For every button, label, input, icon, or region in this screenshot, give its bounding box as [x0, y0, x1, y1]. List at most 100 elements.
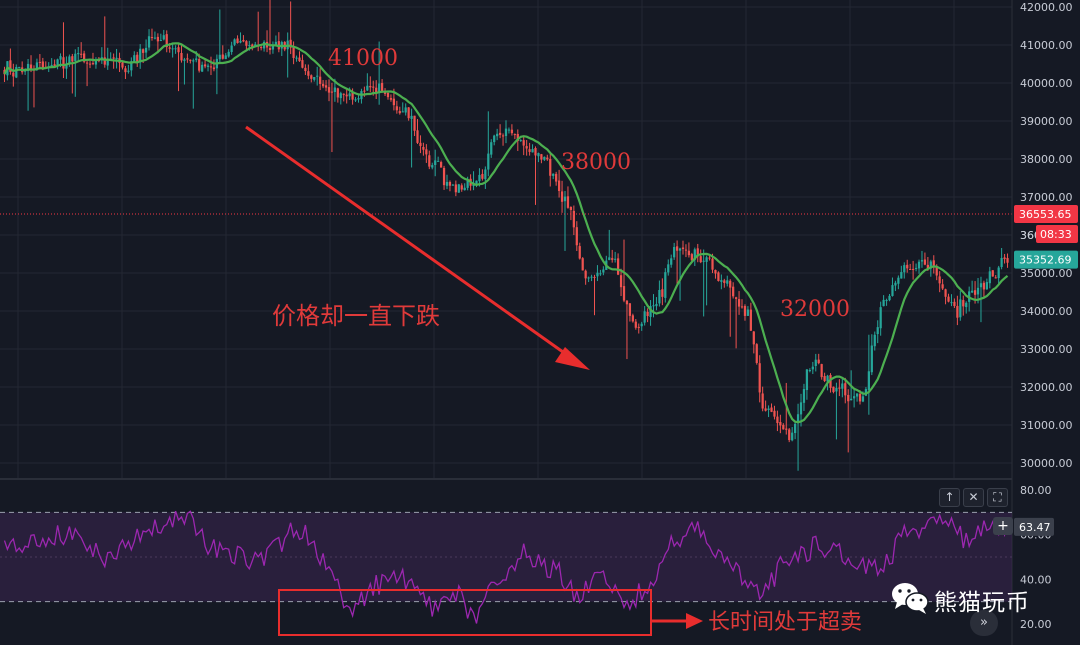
candle	[870, 334, 873, 376]
watermark-text: 熊猫玩币	[934, 590, 1030, 616]
candle	[519, 139, 522, 142]
candle-body	[301, 60, 304, 68]
move-pane-up-button[interactable]: ↑	[939, 488, 960, 507]
candle-body	[375, 87, 378, 93]
candle-body	[366, 85, 369, 91]
close-pane-button[interactable]: ✕	[963, 488, 984, 507]
candle	[770, 403, 773, 413]
candle	[150, 28, 154, 41]
candle-body	[136, 54, 139, 62]
candle	[652, 294, 655, 318]
candle-body	[858, 393, 862, 402]
candle	[177, 42, 180, 92]
scroll-to-realtime-button[interactable]: »	[970, 610, 998, 636]
price-axis[interactable]: 42000.00 41000.00 40000.00 39000.00 38000.00…	[1011, 0, 1080, 645]
candle	[726, 275, 729, 287]
candle	[690, 252, 693, 262]
candle	[959, 291, 962, 321]
countdown-tag	[1036, 224, 1078, 243]
candle-body	[460, 185, 463, 190]
candle-body	[687, 250, 691, 256]
candle-body	[814, 359, 817, 366]
price-line-tag-label: 36553.65	[1019, 208, 1072, 221]
candle	[844, 377, 847, 404]
candle	[321, 80, 325, 89]
candle-body	[947, 296, 950, 302]
candle	[186, 53, 189, 63]
candle-body	[203, 64, 207, 67]
candle-body	[77, 52, 80, 55]
candle	[404, 103, 407, 116]
candle	[316, 66, 319, 86]
candle-body	[965, 302, 968, 308]
rsi-tick-label: 80.00	[1020, 484, 1052, 497]
candle-body	[743, 306, 747, 316]
candle-body	[920, 260, 924, 262]
candle-body	[675, 246, 679, 251]
candle-body	[864, 389, 868, 396]
candle-body	[900, 272, 903, 279]
candle-body	[295, 57, 298, 59]
candle-body	[227, 51, 230, 57]
candle	[714, 269, 717, 279]
moving-average-line	[3, 42, 1009, 424]
candle	[115, 48, 118, 69]
candle-body	[74, 53, 77, 61]
candle-body	[888, 295, 891, 301]
candle-body	[339, 93, 342, 99]
candle-body	[236, 38, 239, 44]
candle-body	[68, 56, 71, 64]
candle-body	[793, 423, 797, 433]
candle-body	[528, 149, 531, 152]
candle-body	[829, 375, 832, 388]
candle-body	[212, 67, 216, 70]
candle	[62, 22, 65, 79]
candle-body	[26, 63, 30, 72]
candle	[909, 263, 912, 271]
candle-body	[959, 299, 962, 318]
candle-body	[248, 45, 251, 47]
candle	[501, 133, 505, 146]
candle-body	[631, 315, 634, 322]
candle-body	[310, 75, 313, 79]
candle	[1006, 253, 1009, 268]
candle-body	[147, 36, 151, 48]
candle	[56, 58, 59, 70]
price-tick-label: 38000.00	[1020, 153, 1073, 166]
candle	[378, 41, 381, 105]
candle	[490, 139, 493, 158]
candle-body	[885, 300, 888, 302]
price-tick-label: 41000.00	[1020, 39, 1073, 52]
candle	[454, 180, 457, 197]
candle-body	[950, 302, 953, 304]
candle-body	[578, 246, 581, 259]
candle	[578, 242, 581, 260]
candle-body	[345, 94, 348, 97]
candle-body	[602, 269, 605, 273]
candle	[820, 363, 823, 380]
candle-body	[726, 280, 729, 284]
candle-body	[484, 169, 487, 180]
candle	[985, 278, 988, 290]
candle-body	[389, 98, 393, 100]
candle-body	[260, 47, 263, 49]
candle-body	[434, 160, 437, 165]
candle-body	[906, 264, 909, 269]
candle	[732, 282, 735, 299]
candle	[791, 427, 794, 442]
candle-body	[437, 160, 440, 162]
candle	[206, 63, 210, 72]
candle-body	[962, 300, 965, 307]
candle-body	[932, 260, 935, 268]
candle	[375, 80, 378, 99]
maximize-pane-button[interactable]: ⛶	[987, 488, 1008, 507]
price-tick-label: 35000.00	[1020, 267, 1073, 280]
candle-body	[791, 432, 794, 441]
candle-body	[619, 275, 623, 288]
candle-body	[395, 106, 398, 111]
candle-body	[711, 258, 714, 270]
add-plus-button[interactable]: +	[993, 517, 1013, 535]
candle-body	[501, 135, 505, 137]
